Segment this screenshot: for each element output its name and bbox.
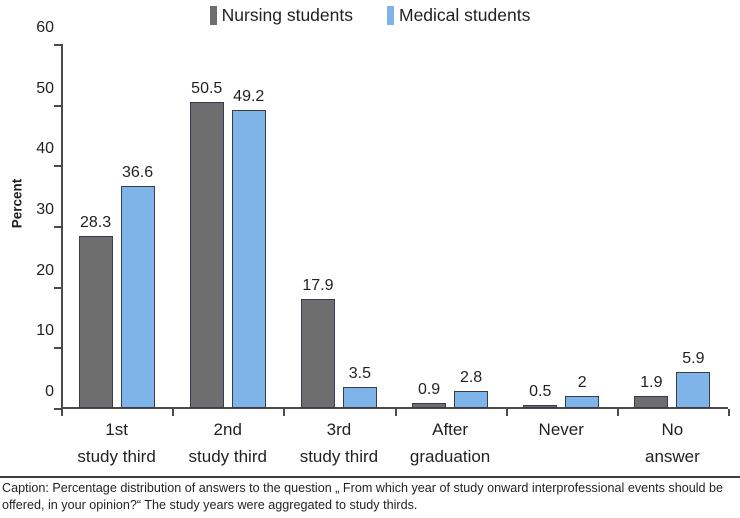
x-axis-category-1: 2nd study third — [172, 416, 283, 470]
x-axis-category-line: study third — [188, 447, 267, 466]
y-axis-tick-mark — [54, 408, 62, 410]
x-axis-category-2: 3rd study third — [283, 416, 394, 470]
bar-group: 1.9 5.9 — [617, 44, 728, 408]
y-axis-tick-mark — [54, 286, 62, 289]
square-swatch-icon — [209, 5, 217, 25]
x-axis-category-5: No answer — [617, 416, 728, 470]
y-axis-tick-mark — [54, 347, 62, 350]
x-axis-tick-mark — [728, 409, 730, 416]
x-axis-category-line: study third — [77, 447, 156, 466]
y-axis-tick-label: 10 — [36, 322, 54, 340]
x-axis-category-line: graduation — [409, 447, 491, 466]
legend-label-nursing-students: Nursing students — [221, 4, 353, 25]
x-axis-category-3: After graduation — [395, 416, 506, 470]
bar-1[interactable] — [454, 391, 489, 408]
bar-1[interactable] — [231, 109, 266, 408]
x-axis-tick-mark — [394, 409, 397, 416]
chart-legend: Nursing students Medical students — [0, 2, 740, 28]
bar-value-label: 0.5 — [529, 382, 552, 400]
x-axis-tick-mark — [61, 409, 63, 416]
bar-value-label: 28.3 — [80, 214, 112, 232]
x-axis-category-labels: 1st study third 2nd study third 3rd study thi… — [61, 416, 728, 476]
bar-value-label: 2 — [577, 373, 587, 391]
y-axis-tick-label: 20 — [36, 261, 54, 279]
y-axis-tick-labels: 60 50 40 30 20 10 0 — [20, 19, 54, 408]
x-axis-tick-mark — [283, 409, 286, 416]
bar-0[interactable] — [78, 236, 113, 408]
bar-group: 28.3 36.6 — [61, 44, 172, 408]
bar-group: 0.9 2.8 — [395, 44, 506, 408]
bars-area: 28.3 36.6 50.5 49.2 17.9 3.5 0.9 2.8 0.5 2 1.9 5.9 — [61, 44, 728, 408]
x-axis-category-line: answer — [645, 447, 700, 466]
y-axis-tick-label: 40 — [36, 140, 54, 158]
bar-group: 17.9 3.5 — [283, 44, 394, 408]
bar-1[interactable] — [342, 386, 377, 408]
x-axis-category-4: Never — [506, 416, 617, 470]
x-axis-category-line: After — [432, 420, 469, 439]
bar-value-label: 3.5 — [348, 364, 372, 382]
x-axis-tick-mark — [172, 409, 175, 416]
bar-1[interactable] — [120, 185, 155, 408]
y-axis-tick-label: 30 — [36, 201, 54, 218]
bar-value-label: 0.9 — [417, 380, 441, 398]
y-axis-line — [61, 44, 63, 408]
bar-0[interactable] — [189, 101, 224, 408]
y-axis-tick-mark — [54, 226, 62, 228]
caption-divider — [0, 476, 740, 478]
x-axis-category-line: 2nd — [213, 420, 242, 439]
x-axis-category-line: study third — [299, 447, 379, 466]
y-axis-tick-mark — [54, 165, 62, 168]
bar-0[interactable] — [523, 404, 558, 408]
legend-item-nursing-students: Nursing students — [209, 4, 353, 25]
bar-chart-plot: Percent 60 50 40 30 20 10 0 28.3 36.6 50.5 49.2 17… — [0, 19, 740, 476]
bar-1[interactable] — [565, 395, 600, 408]
bar-value-label: 5.9 — [682, 350, 705, 368]
bar-group: 50.5 49.2 — [172, 44, 283, 408]
y-axis-tick-label: 0 — [45, 383, 54, 400]
x-axis-tick-mark — [505, 409, 508, 416]
square-swatch-icon — [387, 5, 394, 25]
bar-0[interactable] — [634, 396, 669, 408]
legend-item-medical-students: Medical students — [387, 4, 531, 25]
y-axis-tick-mark — [54, 104, 62, 107]
bar-value-label: 17.9 — [302, 277, 334, 295]
x-axis-category-line — [506, 443, 617, 470]
figure-caption: Caption: Percentage distribution of answ… — [2, 481, 724, 512]
x-axis-tick-mark — [616, 409, 619, 416]
x-axis-line — [61, 407, 728, 409]
bar-value-label: 2.8 — [459, 369, 483, 387]
x-axis-category-line: 1st — [105, 420, 128, 439]
bar-value-label: 36.6 — [122, 163, 154, 181]
bar-1[interactable] — [676, 372, 711, 408]
bar-value-label: 49.2 — [233, 87, 265, 105]
y-axis-tick-mark — [54, 44, 62, 46]
x-axis-category-line: Never — [538, 420, 584, 439]
legend-label-medical-students: Medical students — [399, 4, 531, 25]
bar-value-label: 1.9 — [640, 374, 663, 392]
x-axis-category-0: 1st study third — [61, 416, 172, 470]
x-axis-category-line: 3rd — [326, 420, 352, 439]
y-axis-tick-label: 60 — [36, 19, 54, 36]
bar-group: 0.5 2 — [506, 44, 617, 408]
bar-0[interactable] — [412, 402, 447, 408]
y-axis-tick-label: 50 — [36, 79, 54, 97]
bar-0[interactable] — [300, 299, 335, 408]
bar-value-label: 50.5 — [191, 79, 223, 97]
x-axis-category-line: No — [661, 420, 684, 439]
